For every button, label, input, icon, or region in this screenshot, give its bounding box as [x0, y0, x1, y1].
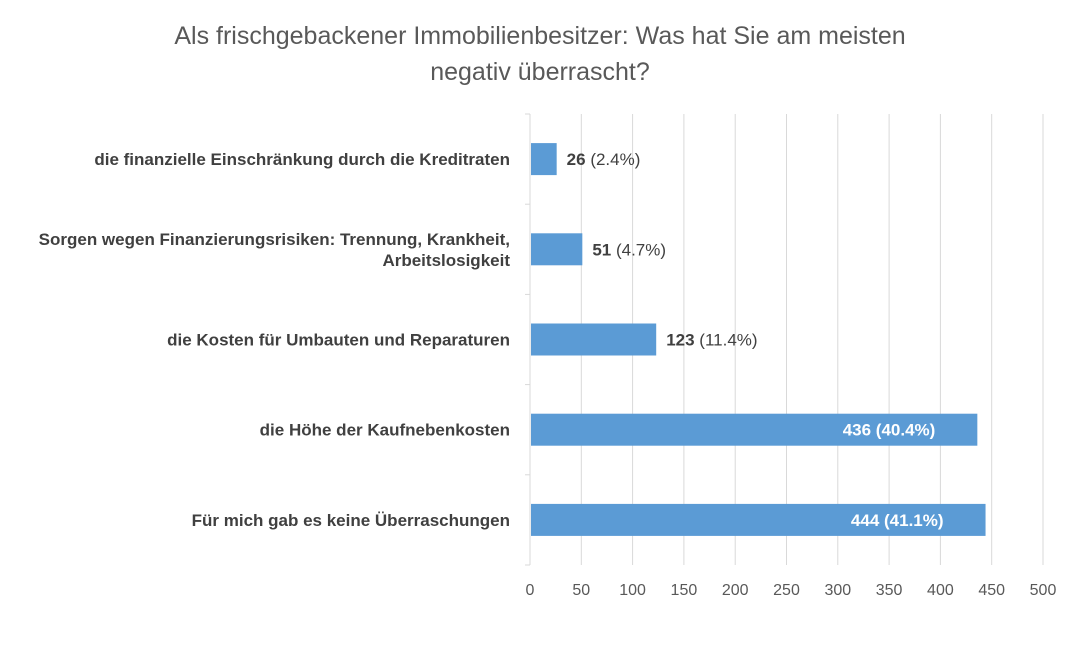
- x-tick-label-8: 400: [927, 582, 954, 599]
- category-label-1: Sorgen wegen Finanzierungsrisiken: Trenn…: [39, 230, 511, 270]
- category-label-3: die Höhe der Kaufnebenkosten: [260, 421, 510, 440]
- x-tick-label-9: 450: [978, 582, 1005, 599]
- x-tick-label-10: 500: [1030, 582, 1057, 599]
- x-tick-label-7: 350: [876, 582, 903, 599]
- data-label-4: 444 (41.1%): [851, 511, 944, 530]
- chart-title: Als frischgebackener Immobilienbesitzer:…: [140, 18, 940, 90]
- x-tick-label-4: 200: [722, 582, 749, 599]
- category-label-4: Für mich gab es keine Überraschungen: [192, 511, 510, 530]
- x-tick-label-5: 250: [773, 582, 800, 599]
- x-tick-label-3: 150: [671, 582, 698, 599]
- category-label-0: die finanzielle Einschränkung durch die …: [94, 150, 510, 169]
- data-label-0: 26 (2.4%): [567, 150, 641, 169]
- bar-0: [531, 143, 557, 176]
- data-label-1: 51 (4.7%): [592, 240, 666, 259]
- data-label-3: 436 (40.4%): [843, 421, 936, 440]
- bar-4: [531, 503, 986, 536]
- bar-2: [531, 323, 657, 356]
- data-label-2: 123 (11.4%): [666, 331, 757, 350]
- chart-title-line-2: negativ überrascht?: [430, 58, 650, 86]
- x-tick-label-1: 50: [572, 582, 590, 599]
- bar-1: [531, 233, 583, 266]
- category-label-2: die Kosten für Umbauten und Reparaturen: [167, 331, 510, 350]
- chart-title-line-1: Als frischgebackener Immobilienbesitzer:…: [174, 22, 906, 50]
- bar-3: [531, 413, 978, 446]
- x-tick-label-2: 100: [619, 582, 646, 599]
- x-tick-label-6: 300: [824, 582, 851, 599]
- x-tick-label-0: 0: [526, 582, 535, 599]
